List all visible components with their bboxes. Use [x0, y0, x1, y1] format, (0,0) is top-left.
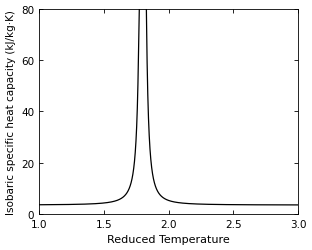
Y-axis label: Isobaric specific heat capacity (kJ/kg·K): Isobaric specific heat capacity (kJ/kg·K…: [6, 10, 16, 214]
X-axis label: Reduced Temperature: Reduced Temperature: [107, 234, 230, 244]
